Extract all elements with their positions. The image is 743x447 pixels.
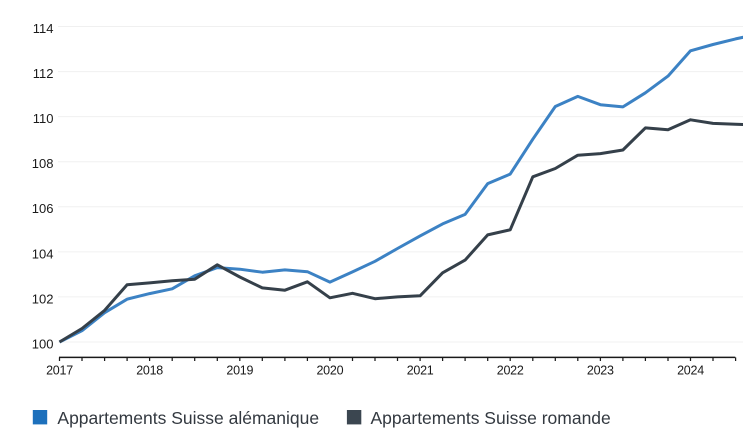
svg-text:108: 108 bbox=[32, 156, 54, 171]
svg-text:106: 106 bbox=[32, 201, 54, 216]
svg-text:112: 112 bbox=[33, 66, 54, 81]
svg-text:104: 104 bbox=[32, 246, 54, 261]
svg-text:114: 114 bbox=[33, 21, 54, 36]
svg-text:2020: 2020 bbox=[316, 364, 343, 378]
svg-text:2019: 2019 bbox=[226, 364, 253, 378]
svg-text:Appartements Suisse alémanique: Appartements Suisse alémanique bbox=[57, 408, 319, 428]
svg-text:Appartements Suisse romande: Appartements Suisse romande bbox=[371, 408, 611, 428]
svg-text:100: 100 bbox=[32, 336, 54, 351]
svg-text:2022: 2022 bbox=[497, 364, 524, 378]
svg-text:110: 110 bbox=[33, 111, 54, 126]
svg-text:2017: 2017 bbox=[46, 364, 73, 378]
svg-text:2024: 2024 bbox=[677, 364, 704, 378]
svg-text:2018: 2018 bbox=[136, 364, 163, 378]
svg-text:2023: 2023 bbox=[587, 364, 614, 378]
svg-text:102: 102 bbox=[32, 291, 54, 306]
svg-text:2021: 2021 bbox=[407, 364, 434, 378]
